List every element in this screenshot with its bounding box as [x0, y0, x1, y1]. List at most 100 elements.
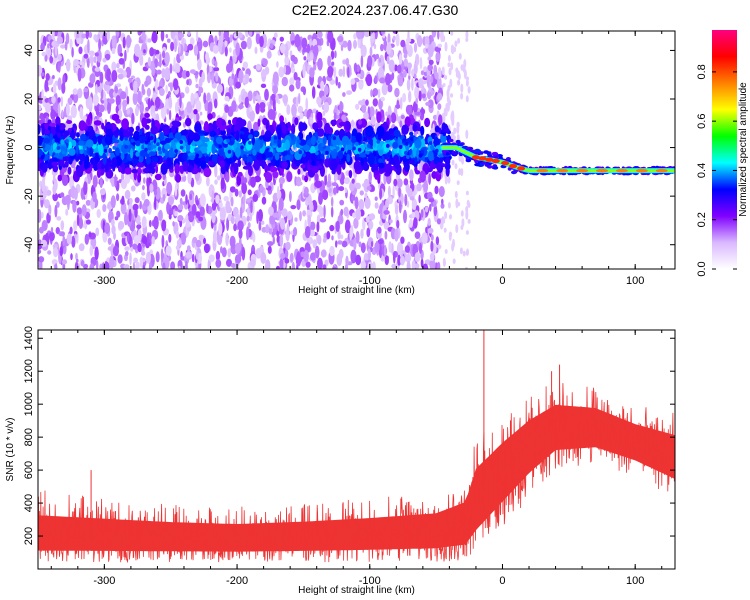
noise-speck: [454, 190, 458, 199]
noise-speck: [238, 228, 243, 239]
noise-speck: [195, 100, 202, 113]
noise-speck: [354, 196, 359, 210]
band-speck: [185, 117, 192, 127]
noise-speck: [387, 41, 392, 55]
noise-speck: [465, 205, 469, 213]
band-speck: [186, 164, 194, 173]
noise-speck: [38, 104, 42, 111]
noise-speck: [192, 236, 198, 244]
noise-speck: [179, 94, 182, 109]
noise-speck: [278, 176, 285, 185]
noise-speck: [360, 242, 366, 254]
noise-speck: [360, 44, 367, 58]
noise-speck: [322, 264, 327, 269]
noise-speck: [326, 231, 331, 240]
band-speck: [63, 130, 70, 137]
noise-speck: [238, 70, 244, 84]
noise-speck: [71, 47, 74, 58]
band-speck: [272, 160, 275, 167]
noise-speck: [202, 40, 209, 48]
noise-speck: [450, 62, 454, 71]
noise-speck: [198, 77, 203, 88]
noise-speck: [375, 53, 380, 60]
band-speck: [163, 126, 170, 136]
noise-speck: [252, 232, 256, 243]
band-speck: [298, 139, 307, 146]
noise-speck: [167, 38, 171, 43]
noise-speck: [421, 85, 425, 95]
noise-speck: [442, 115, 446, 122]
band-speck: [287, 121, 291, 129]
noise-speck: [358, 79, 364, 90]
noise-speck: [41, 89, 44, 101]
band-speck: [227, 127, 231, 137]
noise-speck: [316, 96, 322, 105]
band-speck: [171, 125, 177, 134]
noise-speck: [406, 79, 411, 91]
noise-speck: [178, 33, 185, 38]
band-speck: [96, 162, 102, 170]
noise-speck: [432, 200, 437, 208]
band-speck: [38, 123, 41, 135]
noise-speck: [247, 189, 252, 196]
band-speck: [185, 142, 191, 152]
noise-speck: [158, 209, 163, 222]
noise-speck: [406, 260, 411, 269]
trace-peak: [478, 156, 487, 161]
band-speck: [242, 165, 251, 170]
trace-halo: [448, 138, 454, 143]
band-speck: [178, 116, 182, 121]
noise-speck: [47, 250, 52, 255]
band-speck: [316, 111, 323, 122]
noise-speck: [140, 251, 146, 256]
noise-speck: [383, 210, 390, 215]
band-speck: [420, 125, 425, 136]
noise-speck: [234, 254, 242, 264]
noise-speck: [226, 63, 232, 73]
band-speck: [89, 147, 93, 156]
noise-speck: [409, 196, 415, 201]
noise-speck: [241, 95, 245, 101]
band-hotspot: [65, 139, 69, 143]
noise-speck: [238, 190, 242, 198]
noise-speck: [465, 129, 469, 139]
noise-speck: [118, 220, 125, 230]
band-speck: [311, 160, 317, 166]
band-speck: [54, 138, 61, 143]
band-speck: [136, 162, 144, 168]
band-speck: [150, 125, 159, 135]
band-speck: [324, 122, 331, 134]
noise-speck: [69, 226, 73, 235]
noise-speck: [78, 217, 84, 230]
noise-speck: [419, 242, 422, 254]
noise-speck: [38, 209, 42, 223]
noise-speck: [370, 89, 373, 98]
noise-speck: [177, 98, 180, 107]
noise-speck: [342, 65, 346, 78]
noise-speck: [385, 199, 390, 208]
noise-speck: [349, 227, 353, 241]
noise-speck: [368, 106, 375, 118]
noise-speck: [153, 73, 157, 82]
noise-speck: [330, 50, 335, 60]
noise-speck: [104, 53, 111, 61]
noise-speck: [244, 31, 250, 38]
noise-speck: [324, 85, 329, 96]
snr-y-tick-label: 200: [23, 527, 35, 545]
noise-speck: [281, 208, 288, 218]
band-speck: [174, 163, 180, 175]
noise-speck: [47, 43, 50, 49]
band-speck: [92, 135, 98, 145]
noise-speck: [402, 70, 407, 78]
noise-speck: [80, 260, 85, 267]
noise-speck: [289, 191, 292, 202]
band-speck: [409, 131, 414, 136]
noise-speck: [226, 217, 230, 232]
colorbar-tick-label: 0.6: [696, 114, 708, 129]
noise-speck: [174, 210, 178, 217]
noise-speck: [309, 67, 315, 78]
noise-speck: [416, 87, 419, 100]
band-speck: [444, 128, 450, 133]
noise-speck: [413, 217, 418, 229]
band-speck: [62, 156, 70, 162]
